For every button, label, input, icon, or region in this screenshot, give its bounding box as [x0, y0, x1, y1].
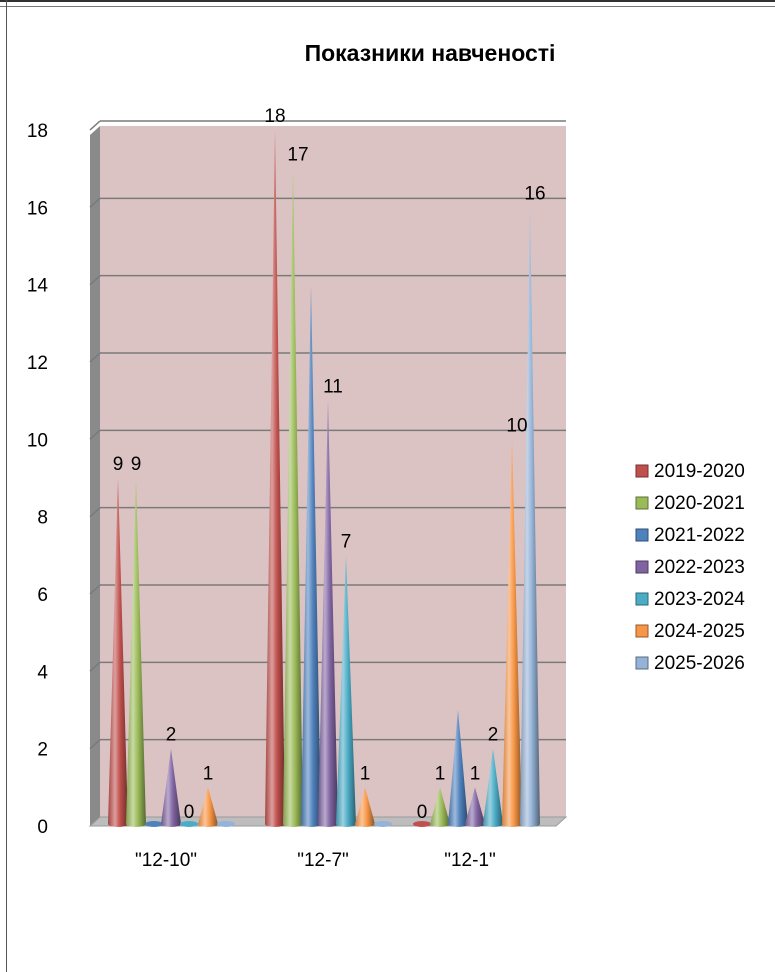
y-tick-label: 0 [37, 817, 48, 838]
cone-base [145, 821, 163, 827]
legend-swatch [635, 592, 649, 606]
frame-border-left [6, 0, 7, 972]
data-label: 1 [435, 763, 446, 784]
y-tick-label: 2 [37, 740, 48, 761]
gridline-side [89, 275, 101, 286]
cone-bar [448, 710, 468, 827]
data-label: 16 [524, 183, 545, 204]
y-tick-label: 16 [27, 198, 48, 219]
cone-bar [502, 439, 522, 827]
data-label: 0 [184, 802, 195, 823]
legend-swatch [635, 528, 649, 542]
legend-swatch [635, 464, 649, 478]
y-tick-label: 14 [27, 276, 49, 297]
data-label: 1 [360, 763, 371, 784]
legend-swatch [635, 656, 649, 670]
cone-bar [430, 787, 450, 827]
data-label: 18 [264, 106, 285, 127]
y-tick-label: 10 [27, 430, 48, 451]
gridline-side [89, 352, 101, 363]
gridline-side [89, 507, 101, 518]
cone-bar [198, 787, 218, 827]
legend-label: 2025-2026 [654, 653, 745, 674]
data-label: 7 [341, 531, 352, 552]
cone-base [217, 821, 235, 827]
gridline-side [89, 429, 101, 440]
gridline-side [89, 120, 101, 131]
y-tick-label: 8 [37, 508, 48, 529]
legend-label: 2024-2025 [654, 621, 745, 642]
legend-swatch [635, 624, 649, 638]
y-tick-label: 18 [27, 121, 48, 142]
y-tick-label: 6 [37, 585, 48, 606]
data-label: 9 [113, 454, 124, 475]
cone-bar [265, 130, 285, 827]
legend-label: 2020-2021 [654, 493, 745, 514]
data-label: 1 [470, 763, 481, 784]
data-label: 9 [131, 454, 142, 475]
gridline-side [89, 197, 101, 208]
legend-label: 2021-2022 [654, 525, 745, 546]
data-label: 11 [323, 377, 343, 398]
cone-bar [301, 284, 321, 828]
x-tick-label: "12-10" [135, 850, 197, 871]
cone-bar [161, 748, 181, 827]
cone-base [374, 821, 392, 827]
cone-bar [318, 400, 338, 827]
cone-bar [126, 478, 146, 827]
frame-border-top [0, 0, 775, 2]
cone-bar [520, 207, 540, 828]
data-label: 2 [488, 725, 499, 746]
cone-base [413, 821, 431, 827]
data-label: 1 [203, 763, 214, 784]
x-tick-label: "12-7" [297, 850, 349, 871]
data-label: 17 [287, 145, 308, 166]
cone-bar [336, 555, 356, 827]
gridline-side [89, 584, 101, 595]
cone-bar [483, 748, 503, 827]
cone-base [180, 821, 198, 827]
cone-bar [465, 787, 485, 827]
y-tick-label: 4 [37, 662, 48, 683]
x-tick-label: "12-1" [444, 850, 496, 871]
legend-swatch [635, 560, 649, 574]
cone-bar [283, 168, 303, 827]
data-label: 2 [166, 725, 177, 746]
gridline-side [89, 661, 101, 672]
left-wall [90, 126, 100, 826]
legend-swatch [635, 496, 649, 510]
cone-bar [355, 787, 375, 827]
gridline-side [89, 739, 101, 750]
legend-label: 2023-2024 [654, 589, 745, 610]
cone-bar [108, 478, 128, 827]
chart-title: Показники навченості [304, 40, 556, 66]
data-label: 10 [506, 415, 527, 436]
frame-border-inner [0, 6, 775, 7]
data-label: 0 [417, 802, 428, 823]
y-tick-label: 12 [27, 353, 48, 374]
legend-label: 2019-2020 [654, 461, 745, 482]
legend-label: 2022-2023 [654, 557, 745, 578]
